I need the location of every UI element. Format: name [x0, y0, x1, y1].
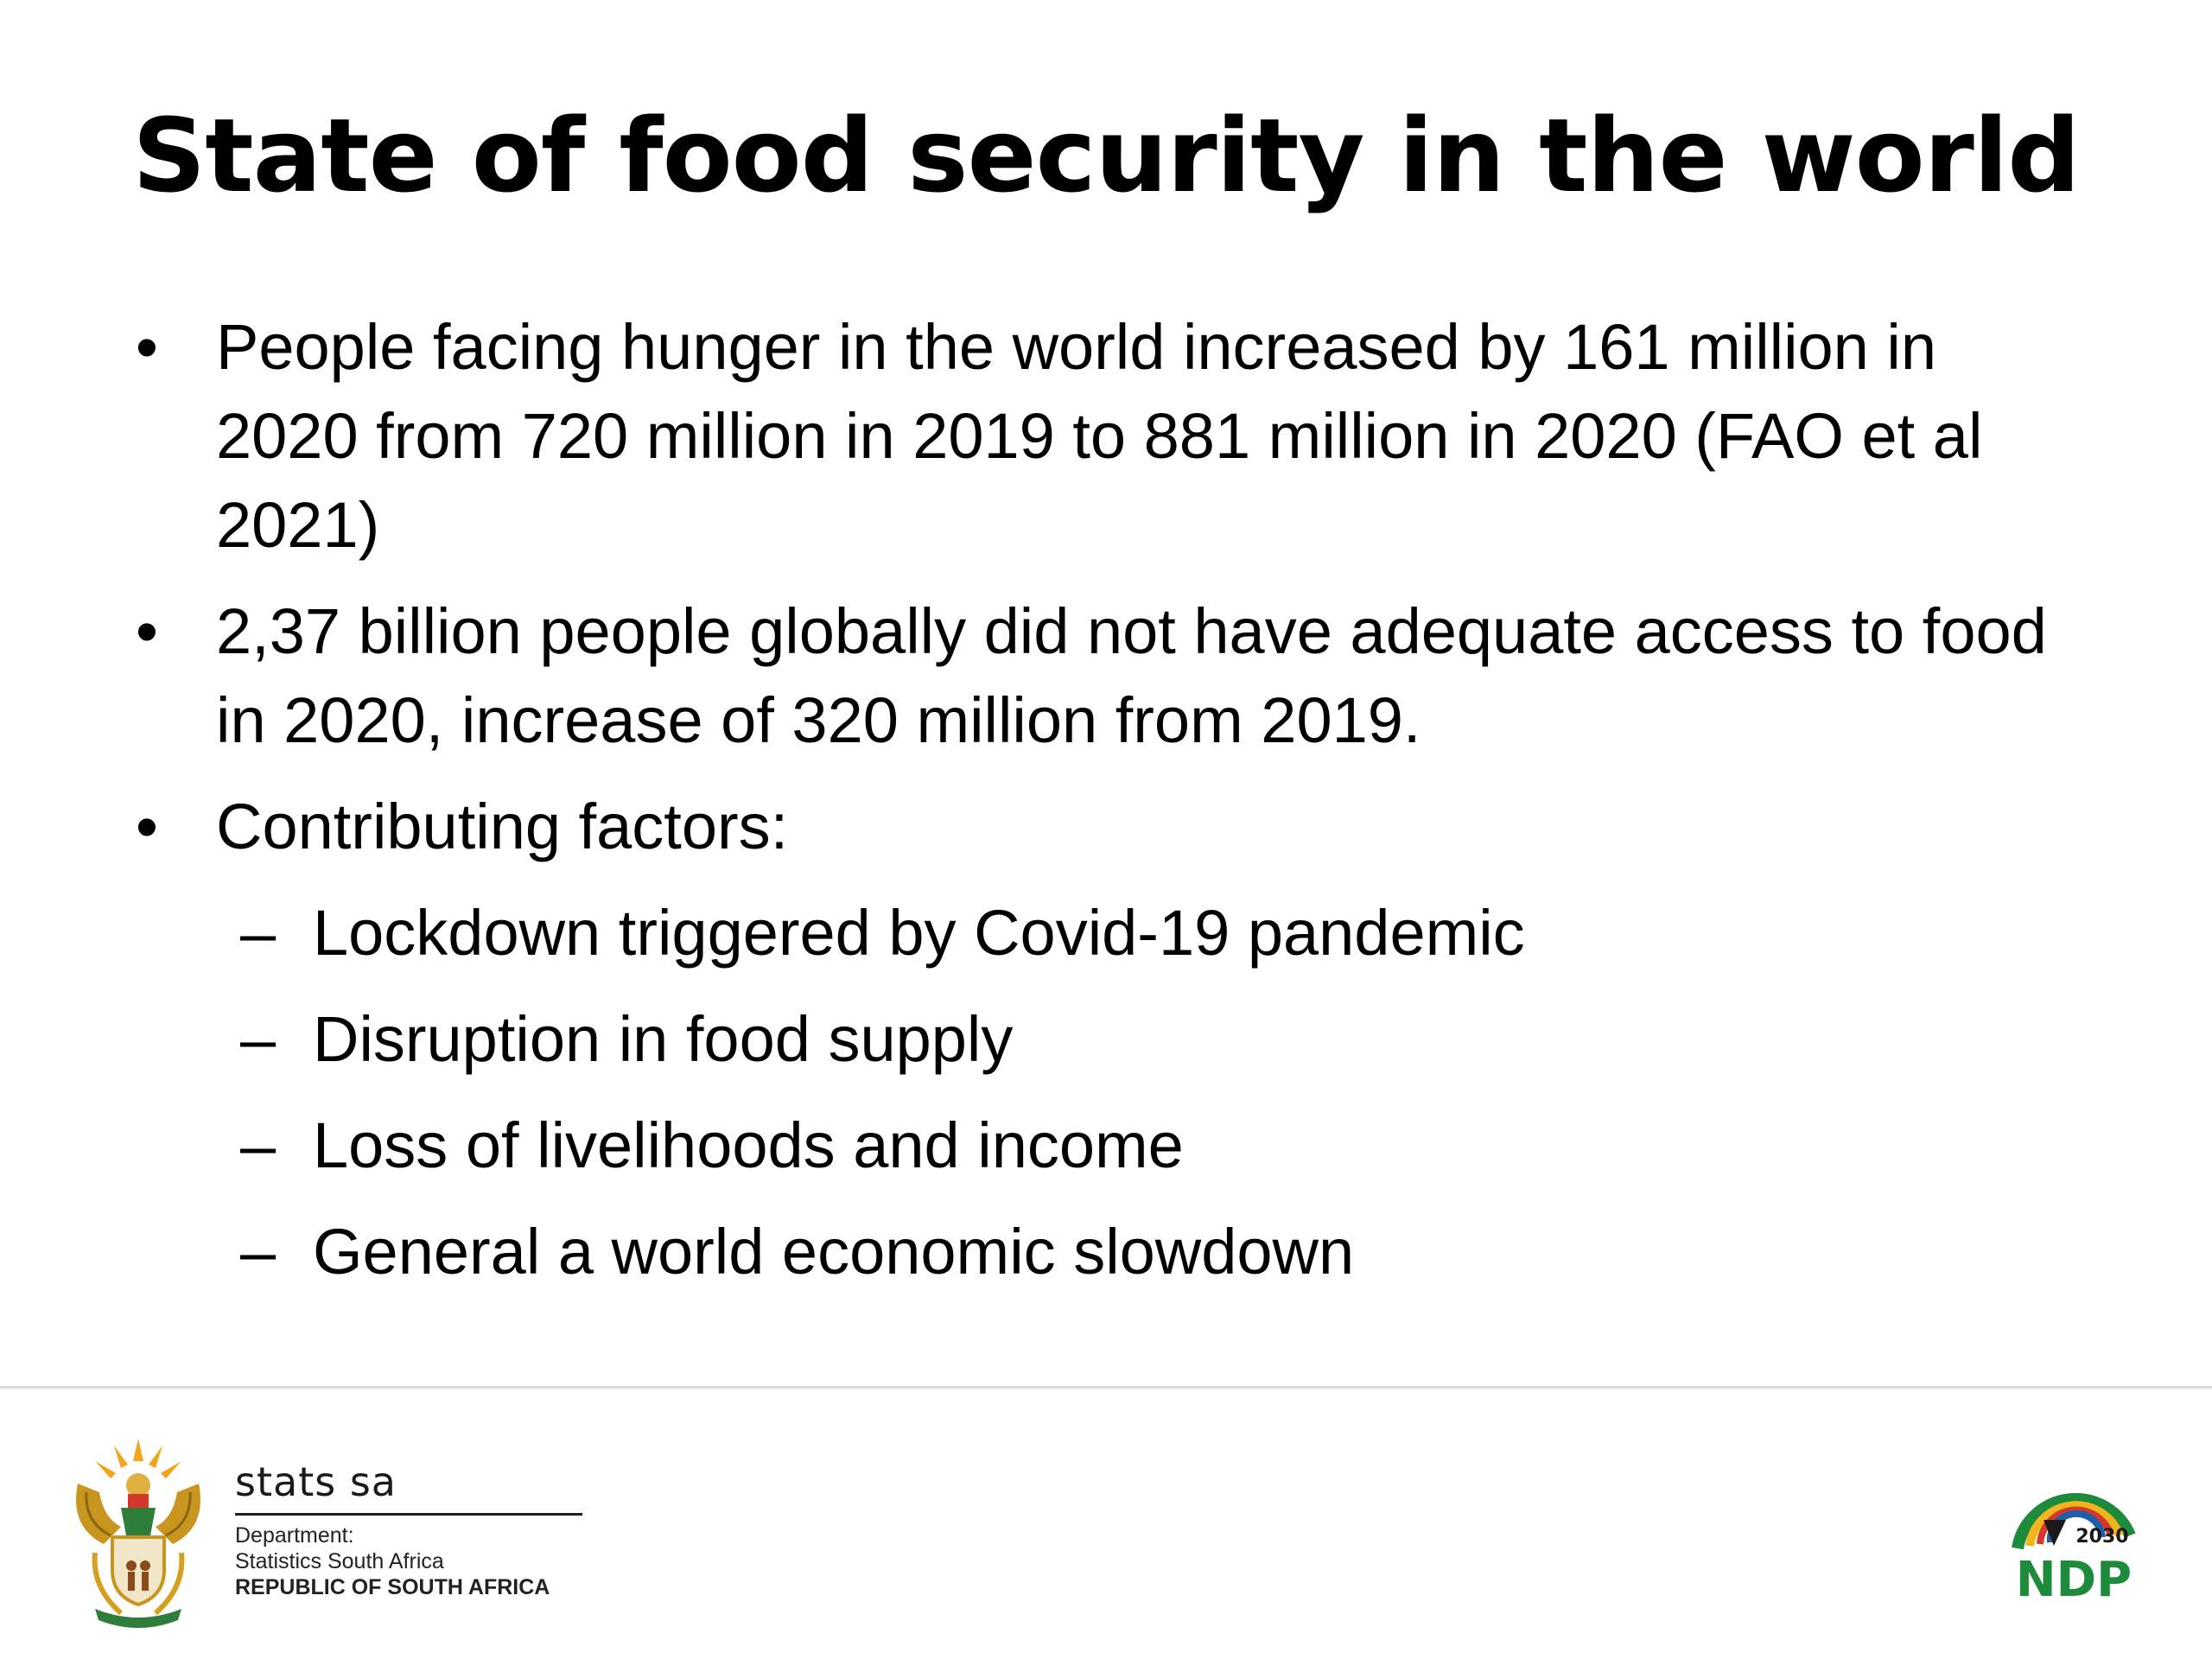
- bullet-item: • People facing hunger in the world incr…: [130, 302, 2091, 569]
- slide-content: • People facing hunger in the world incr…: [130, 302, 2091, 1313]
- footer: stats sa Department: Statistics South Af…: [0, 1389, 2212, 1659]
- ndp-text: NDP: [2016, 1552, 2132, 1605]
- bullet-text: Contributing factors:: [216, 791, 789, 862]
- sub-bullet-list: – Lockdown triggered by Covid-19 pandemi…: [130, 888, 2091, 1296]
- ndp-2030-logo-icon: 2030 NDP: [2012, 1492, 2136, 1605]
- sub-bullet-marker: –: [240, 1216, 276, 1287]
- org-name: stats sa: [235, 1459, 397, 1505]
- sub-bullet-marker: –: [240, 897, 276, 969]
- bullet-text: People facing hunger in the world increa…: [216, 311, 1983, 561]
- sub-bullet-item: – Lockdown triggered by Covid-19 pandemi…: [130, 888, 2091, 977]
- dept-label: Department:: [235, 1523, 354, 1548]
- bullet-marker: •: [136, 791, 158, 862]
- bullet-text: 2,37 billion people globally did not hav…: [216, 595, 2047, 756]
- bullet-marker: •: [136, 311, 158, 383]
- sub-bullet-item: – Disruption in food supply: [130, 995, 2091, 1084]
- sub-bullet-text: Loss of livelihoods and income: [313, 1109, 1184, 1181]
- org-rule: [235, 1513, 582, 1516]
- footer-divider: [0, 1386, 2212, 1389]
- sub-bullet-text: Disruption in food supply: [313, 1003, 1014, 1075]
- slide-title: State of food security in the world: [132, 96, 2081, 215]
- sub-bullet-text: General a world economic slowdown: [313, 1216, 1355, 1287]
- bullet-item: • Contributing factors:: [130, 782, 2091, 871]
- coat-of-arms-icon: [76, 1439, 200, 1628]
- ndp-year: 2030: [2075, 1526, 2128, 1548]
- sub-bullet-item: – General a world economic slowdown: [130, 1207, 2091, 1296]
- country-name: REPUBLIC OF SOUTH AFRICA: [235, 1575, 550, 1599]
- stats-sa-logo: stats sa Department: Statistics South Af…: [235, 1458, 589, 1600]
- sub-bullet-item: – Loss of livelihoods and income: [130, 1101, 2091, 1190]
- dept-name: Statistics South Africa: [235, 1549, 444, 1573]
- sub-bullet-marker: –: [240, 1109, 276, 1181]
- bullet-marker: •: [136, 595, 158, 667]
- sub-bullet-text: Lockdown triggered by Covid-19 pandemic: [313, 897, 1525, 969]
- bullet-item: • 2,37 billion people globally did not h…: [130, 587, 2091, 765]
- sub-bullet-marker: –: [240, 1003, 276, 1075]
